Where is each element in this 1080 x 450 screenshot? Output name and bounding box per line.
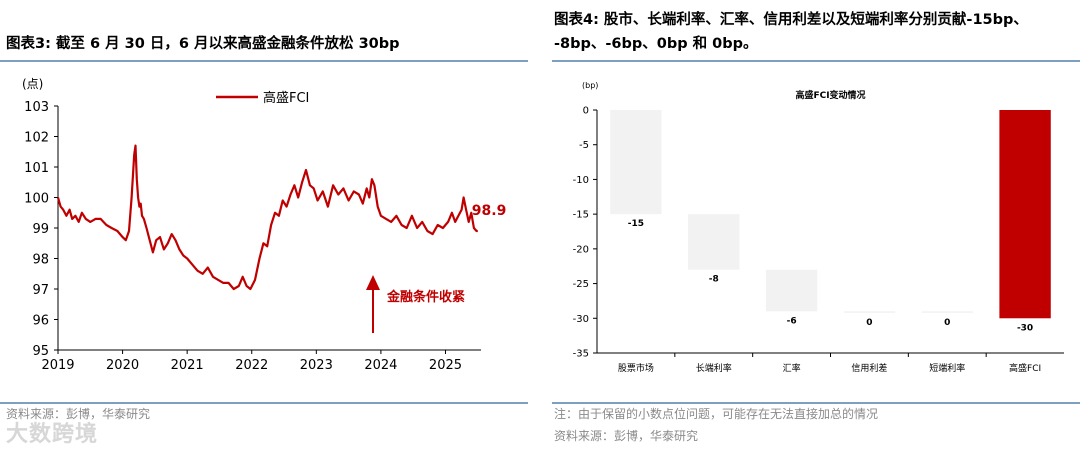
- bar-1: [610, 110, 662, 215]
- x-tick-label: 2024: [364, 358, 397, 373]
- y-tick-label: 100: [24, 192, 49, 207]
- y-tick-label: -5: [579, 140, 589, 151]
- left-chart-title: 图表3: 截至 6 月 30 日，6 月以来高盛金融条件放松 30bp: [6, 36, 400, 52]
- annotation-arrow-head: [366, 275, 380, 290]
- bar-3: [765, 269, 818, 312]
- x-tick-label: 2022: [235, 358, 268, 373]
- y-tick-label: -15: [573, 210, 589, 221]
- y-tick-label: 101: [24, 161, 49, 176]
- bar-value-label: -8: [709, 275, 719, 285]
- series-line-fci: [56, 144, 478, 291]
- x-tick-label: 2025: [429, 358, 462, 373]
- watermark: 大数跨境: [6, 422, 99, 447]
- left-footer-rule: [0, 402, 528, 404]
- y-tick-label: -30: [573, 314, 589, 325]
- x-tick-label: 汇率: [783, 362, 801, 374]
- bar-value-label: -6: [787, 316, 797, 326]
- y-tick-label: 96: [32, 314, 49, 329]
- right-title-rule: [552, 60, 1080, 62]
- x-tick-label: 2023: [300, 358, 333, 373]
- annotation-text: 金融条件收紧: [386, 289, 465, 305]
- x-tick-label: 信用利差: [851, 362, 887, 374]
- y-axis-unit: (点): [22, 77, 43, 91]
- y-tick-label: 99: [32, 222, 49, 237]
- x-tick-label: 2019: [41, 358, 74, 373]
- y-tick-label: -35: [573, 349, 589, 360]
- right-panel: 图表4: 股市、长端利率、汇率、信用利差以及短端利率分别贡献-15bp、 -8b…: [552, 0, 1080, 450]
- right-footer-rule: [552, 402, 1080, 404]
- y-tick-label: 97: [32, 283, 49, 298]
- left-title-rule: [0, 60, 528, 62]
- x-tick-label: 2021: [171, 358, 204, 373]
- right-source: 资料来源：彭博，华泰研究: [554, 429, 699, 443]
- x-tick-label: 高盛FCI: [1009, 362, 1041, 374]
- bar-2: [688, 214, 740, 270]
- y-tick-label: 103: [24, 100, 49, 115]
- right-note: 注：由于保留的小数点位问题，可能存在无法直接加总的情况: [554, 407, 879, 421]
- bar-6: [999, 110, 1051, 319]
- y-tick-label: 0: [583, 106, 589, 117]
- y-tick-label: 102: [24, 131, 49, 146]
- fci-line-chart: (点) 95 96 97 98 99 100 101 102 103 2019 2020 2021 202…: [22, 77, 507, 373]
- y-tick-label: -20: [573, 244, 589, 255]
- last-value-label: 98.9: [472, 203, 507, 219]
- y-tick-label: -25: [573, 279, 589, 290]
- y-tick-label: -10: [573, 175, 589, 186]
- bar-value-label: -30: [1017, 323, 1033, 333]
- y-axis-unit: (bp): [582, 81, 598, 90]
- left-panel: 图表3: 截至 6 月 30 日，6 月以来高盛金融条件放松 30bp (点) 9…: [0, 0, 528, 450]
- x-tick-label: 长端利率: [696, 362, 732, 374]
- bar-value-label: 0: [944, 318, 950, 328]
- left-source: 资料来源：彭博，华泰研究: [6, 407, 151, 421]
- bar-value-label: 0: [866, 318, 872, 328]
- y-tick-label: 95: [32, 344, 49, 359]
- x-tick-label: 2020: [106, 358, 139, 373]
- chart-title: 高盛FCI变动情况: [795, 89, 865, 101]
- legend-label: 高盛FCI: [263, 90, 309, 106]
- fci-waterfall-chart: (bp) 高盛FCI变动情况 0 -5 -10 -15 -20 -25 -30 -35 -15 股票市…: [573, 81, 1064, 374]
- bar-4: [843, 311, 896, 313]
- y-tick-label: 98: [32, 253, 49, 268]
- x-tick-label: 股票市场: [618, 362, 654, 374]
- x-tick-label: 短端利率: [929, 362, 965, 374]
- bar-value-label: -15: [628, 219, 644, 229]
- right-chart-title-line2: -8bp、-6bp、0bp 和 0bp。: [554, 36, 758, 52]
- right-chart-title-line1: 图表4: 股市、长端利率、汇率、信用利差以及短端利率分别贡献-15bp、: [554, 12, 1028, 28]
- bar-5: [921, 311, 973, 313]
